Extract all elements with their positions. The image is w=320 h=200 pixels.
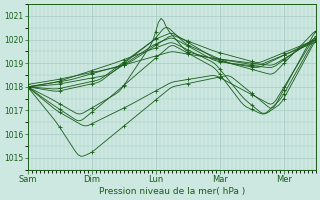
X-axis label: Pression niveau de la mer( hPa ): Pression niveau de la mer( hPa ) (99, 187, 245, 196)
